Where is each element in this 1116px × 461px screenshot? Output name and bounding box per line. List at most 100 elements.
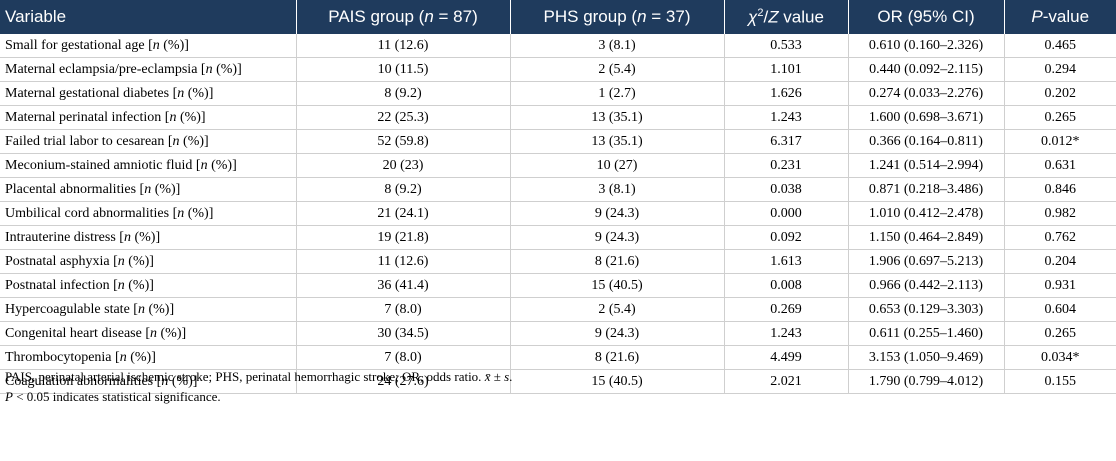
cell-phs: 15 (40.5)	[510, 273, 725, 298]
cell-variable: Maternal eclampsia/pre-eclampsia [n (%)]	[0, 57, 297, 82]
footnote-abbreviations: PAIS, perinatal arterial ischemic stroke…	[5, 369, 513, 384]
cell-phs: 8 (21.6)	[510, 345, 725, 370]
cell-odds-ratio: 1.906 (0.697–5.213)	[848, 249, 1005, 274]
table-row: Failed trial labor to cesarean [n (%)] 52…	[0, 129, 1116, 154]
cell-phs: 9 (24.3)	[510, 321, 725, 346]
cell-variable: Umbilical cord abnormalities [n (%)]	[0, 201, 297, 226]
cell-odds-ratio: 3.153 (1.050–9.469)	[848, 345, 1005, 370]
cell-odds-ratio: 0.653 (0.129–3.303)	[848, 297, 1005, 322]
header-pais-group: PAIS group (n = 87)	[296, 0, 511, 34]
header-statistic: χ2/Z value	[724, 0, 849, 34]
cell-variable: Thrombocytopenia [n (%)]	[0, 345, 297, 370]
cell-odds-ratio: 1.790 (0.799–4.012)	[848, 369, 1005, 394]
table-row: Thrombocytopenia [n (%)] 7 (8.0) 8 (21.6) 4…	[0, 345, 1116, 370]
cell-odds-ratio: 1.150 (0.464–2.849)	[848, 225, 1005, 250]
cell-odds-ratio: 0.440 (0.092–2.115)	[848, 57, 1005, 82]
cell-statistic: 0.231	[724, 153, 849, 178]
cell-pais: 8 (9.2)	[296, 177, 511, 202]
table-body: Small for gestational age [n (%)] 11 (12.…	[0, 34, 1116, 394]
footnote-significance: P < 0.05 indicates statistical significa…	[5, 389, 221, 404]
cell-pais: 52 (59.8)	[296, 129, 511, 154]
cell-phs: 3 (8.1)	[510, 34, 725, 58]
table-row: Postnatal asphyxia [n (%)] 11 (12.6) 8 (21…	[0, 249, 1116, 274]
cell-phs: 1 (2.7)	[510, 81, 725, 106]
cell-p-value: 0.465	[1004, 34, 1116, 58]
cell-phs: 2 (5.4)	[510, 297, 725, 322]
cell-p-value: 0.204	[1004, 249, 1116, 274]
cell-p-value: 0.012*	[1004, 129, 1116, 154]
cell-phs: 13 (35.1)	[510, 105, 725, 130]
table-row: Postnatal infection [n (%)] 36 (41.4) 15 (…	[0, 273, 1116, 298]
table-row: Meconium-stained amniotic fluid [n (%)] 2…	[0, 153, 1116, 178]
cell-p-value: 0.265	[1004, 105, 1116, 130]
cell-statistic: 0.008	[724, 273, 849, 298]
cell-phs: 15 (40.5)	[510, 369, 725, 394]
cell-pais: 21 (24.1)	[296, 201, 511, 226]
results-table: Variable PAIS group (n = 87) PHS group (…	[0, 0, 1116, 394]
cell-odds-ratio: 1.241 (0.514–2.994)	[848, 153, 1005, 178]
table-row: Maternal gestational diabetes [n (%)] 8 (…	[0, 81, 1116, 106]
cell-statistic: 1.101	[724, 57, 849, 82]
cell-phs: 9 (24.3)	[510, 201, 725, 226]
cell-statistic: 1.243	[724, 321, 849, 346]
cell-odds-ratio: 0.611 (0.255–1.460)	[848, 321, 1005, 346]
cell-variable: Postnatal infection [n (%)]	[0, 273, 297, 298]
cell-p-value: 0.931	[1004, 273, 1116, 298]
table-row: Coagulation abnormalities [n (%)] 24 (27.…	[0, 369, 1116, 394]
cell-p-value: 0.846	[1004, 177, 1116, 202]
cell-variable: Placental abnormalities [n (%)]	[0, 177, 297, 202]
header-variable: Variable	[0, 0, 297, 34]
table-row: Small for gestational age [n (%)] 11 (12.…	[0, 34, 1116, 58]
cell-p-value: 0.265	[1004, 321, 1116, 346]
cell-p-value: 0.155	[1004, 369, 1116, 394]
cell-odds-ratio: 1.600 (0.698–3.671)	[848, 105, 1005, 130]
cell-statistic: 4.499	[724, 345, 849, 370]
cell-odds-ratio: 0.871 (0.218–3.486)	[848, 177, 1005, 202]
cell-variable: Coagulation abnormalities [n (%)]	[0, 369, 297, 394]
cell-phs: 8 (21.6)	[510, 249, 725, 274]
cell-odds-ratio: 0.366 (0.164–0.811)	[848, 129, 1005, 154]
cell-variable: Congenital heart disease [n (%)]	[0, 321, 297, 346]
table-row: Umbilical cord abnormalities [n (%)] 21 (…	[0, 201, 1116, 226]
cell-pais: 11 (12.6)	[296, 34, 511, 58]
cell-pais: 7 (8.0)	[296, 297, 511, 322]
cell-odds-ratio: 0.274 (0.033–2.276)	[848, 81, 1005, 106]
cell-p-value: 0.631	[1004, 153, 1116, 178]
cell-statistic: 1.613	[724, 249, 849, 274]
cell-variable: Intrauterine distress [n (%)]	[0, 225, 297, 250]
cell-pais: 11 (12.6)	[296, 249, 511, 274]
cell-statistic: 0.533	[724, 34, 849, 58]
table-row: Congenital heart disease [n (%)] 30 (34.5…	[0, 321, 1116, 346]
table-row: Hypercoagulable state [n (%)] 7 (8.0) 2 (5…	[0, 297, 1116, 322]
cell-pais: 30 (34.5)	[296, 321, 511, 346]
cell-p-value: 0.982	[1004, 201, 1116, 226]
cell-statistic: 2.021	[724, 369, 849, 394]
cell-p-value: 0.034*	[1004, 345, 1116, 370]
cell-pais: 10 (11.5)	[296, 57, 511, 82]
cell-p-value: 0.294	[1004, 57, 1116, 82]
cell-statistic: 0.092	[724, 225, 849, 250]
header-phs-group: PHS group (n = 37)	[510, 0, 725, 34]
cell-statistic: 0.000	[724, 201, 849, 226]
cell-variable: Failed trial labor to cesarean [n (%)]	[0, 129, 297, 154]
cell-variable: Small for gestational age [n (%)]	[0, 34, 297, 58]
cell-phs: 3 (8.1)	[510, 177, 725, 202]
cell-phs: 10 (27)	[510, 153, 725, 178]
header-odds-ratio: OR (95% CI)	[848, 0, 1005, 34]
cell-pais: 22 (25.3)	[296, 105, 511, 130]
cell-statistic: 1.243	[724, 105, 849, 130]
cell-variable: Hypercoagulable state [n (%)]	[0, 297, 297, 322]
table-row: Placental abnormalities [n (%)] 8 (9.2) 3 …	[0, 177, 1116, 202]
cell-statistic: 0.038	[724, 177, 849, 202]
cell-phs: 2 (5.4)	[510, 57, 725, 82]
cell-statistic: 1.626	[724, 81, 849, 106]
cell-odds-ratio: 0.966 (0.442–2.113)	[848, 273, 1005, 298]
cell-variable: Meconium-stained amniotic fluid [n (%)]	[0, 153, 297, 178]
cell-odds-ratio: 1.010 (0.412–2.478)	[848, 201, 1005, 226]
cell-statistic: 6.317	[724, 129, 849, 154]
table-row: Maternal eclampsia/pre-eclampsia [n (%)]…	[0, 57, 1116, 82]
cell-odds-ratio: 0.610 (0.160–2.326)	[848, 34, 1005, 58]
cell-variable: Maternal perinatal infection [n (%)]	[0, 105, 297, 130]
table-row: Intrauterine distress [n (%)] 19 (21.8) 9 …	[0, 225, 1116, 250]
